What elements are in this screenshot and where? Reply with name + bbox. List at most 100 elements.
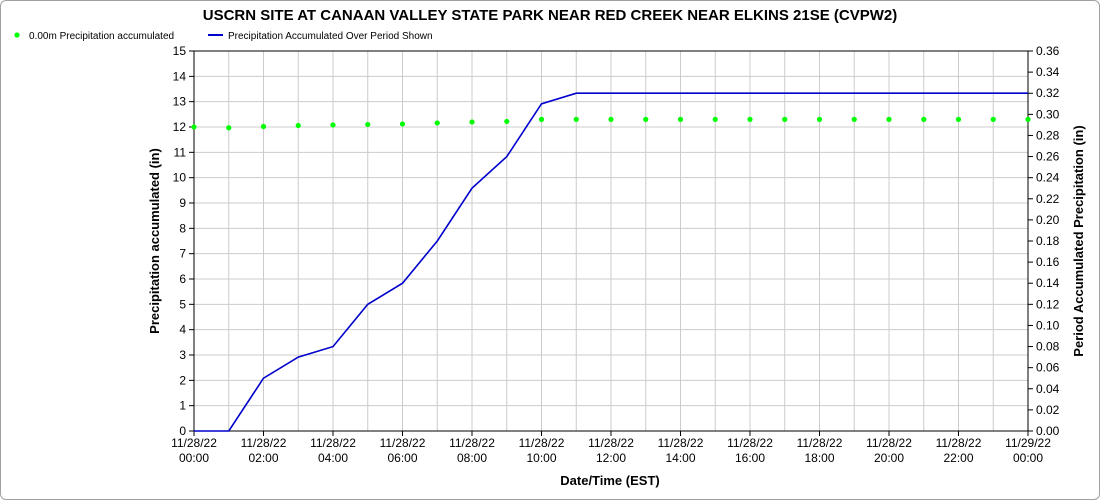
y-right-tick-label: 0.12 bbox=[1036, 297, 1060, 311]
data-point bbox=[816, 116, 823, 122]
y-left-tick-label: 8 bbox=[179, 221, 186, 235]
x-tick-label-time: 22:00 bbox=[943, 451, 973, 465]
y-left-tick-label: 12 bbox=[173, 120, 187, 134]
y-left-tick-label: 0 bbox=[179, 424, 186, 438]
y-left-tick-label: 13 bbox=[173, 95, 187, 109]
y-axis-right-title: Period Accumulated Precipitation (in) bbox=[1071, 125, 1086, 356]
legend-label-accumulated: 0.00m Precipitation accumulated bbox=[29, 31, 174, 42]
y-right-tick-label: 0.06 bbox=[1036, 361, 1060, 375]
legend: 0.00m Precipitation accumulated Precipit… bbox=[14, 31, 433, 42]
x-tick-label-date: 11/28/22 bbox=[797, 436, 843, 450]
x-tick-label-time: 00:00 bbox=[179, 451, 209, 465]
y-left-tick-label: 3 bbox=[179, 348, 186, 362]
y-axis-left-title: Precipitation accumulated (in) bbox=[147, 148, 162, 334]
data-point bbox=[538, 116, 545, 122]
y-right-tick-label: 0.20 bbox=[1036, 213, 1060, 227]
x-tick-label-time: 00:00 bbox=[1013, 451, 1043, 465]
y-left-tick-label: 5 bbox=[179, 297, 186, 311]
data-point bbox=[260, 123, 267, 130]
y-left-tick-label: 1 bbox=[179, 399, 186, 413]
y-right-tick-label: 0.28 bbox=[1036, 128, 1060, 142]
x-tick-label-date: 11/28/22 bbox=[727, 436, 773, 450]
x-tick-label-date: 11/28/22 bbox=[380, 436, 426, 450]
y-left-tick-label: 6 bbox=[179, 272, 186, 286]
data-point bbox=[886, 116, 892, 122]
y-left-tick-label: 7 bbox=[179, 247, 186, 261]
y-right-tick-label: 0.04 bbox=[1036, 382, 1060, 396]
y-right-tick-label: 0.36 bbox=[1036, 44, 1060, 58]
data-point bbox=[469, 119, 475, 125]
y-right-tick-label: 0.24 bbox=[1036, 171, 1060, 185]
data-point bbox=[712, 116, 718, 122]
data-point bbox=[677, 116, 684, 122]
data-point bbox=[365, 121, 371, 128]
legend-marker-accumulated bbox=[14, 32, 20, 38]
x-tick-label-time: 02:00 bbox=[248, 451, 278, 465]
data-point bbox=[191, 124, 197, 130]
y-right-tick-label: 0.34 bbox=[1036, 65, 1060, 79]
x-tick-label-date: 11/28/22 bbox=[449, 436, 495, 450]
x-axis-title: Date/Time (EST) bbox=[560, 473, 659, 488]
y-left-tick-label: 4 bbox=[179, 323, 186, 337]
y-right-tick-label: 0.16 bbox=[1036, 255, 1060, 269]
data-point bbox=[1025, 116, 1031, 122]
x-tick-label-time: 20:00 bbox=[874, 451, 904, 465]
series-precip-accumulated-points bbox=[191, 116, 1031, 131]
y-axis-right-ticks: 0.00 0.02 0.04 0.06 0.08 0.10 0.12 0.14 0.16 0.18… bbox=[1028, 44, 1060, 438]
y-right-tick-label: 0.00 bbox=[1036, 424, 1060, 438]
y-gridlines bbox=[194, 75, 1028, 407]
x-tick-label-time: 10:00 bbox=[526, 451, 556, 465]
x-tick-label-time: 12:00 bbox=[596, 451, 626, 465]
series-period-accumulated-line bbox=[194, 92, 1028, 432]
y-right-tick-label: 0.32 bbox=[1036, 86, 1060, 100]
y-right-tick-label: 0.08 bbox=[1036, 340, 1060, 354]
y-left-tick-label: 9 bbox=[179, 196, 186, 210]
y-left-tick-label: 10 bbox=[173, 171, 187, 185]
y-left-tick-label: 14 bbox=[173, 69, 187, 83]
x-tick-label-time: 16:00 bbox=[735, 451, 765, 465]
x-tick-label-date: 11/28/22 bbox=[171, 436, 217, 450]
data-point bbox=[921, 116, 927, 122]
data-point bbox=[608, 116, 614, 122]
x-tick-label-time: 18:00 bbox=[804, 451, 834, 465]
data-point bbox=[643, 116, 649, 122]
y-left-tick-label: 11 bbox=[174, 145, 187, 159]
y-left-tick-label: 15 bbox=[173, 44, 187, 58]
data-point bbox=[782, 116, 788, 122]
x-tick-label-date: 11/28/22 bbox=[936, 436, 982, 450]
x-tick-label-time: 04:00 bbox=[318, 451, 348, 465]
data-point bbox=[504, 118, 510, 125]
x-tick-label-date: 11/28/22 bbox=[241, 436, 287, 450]
x-tick-label-date: 11/28/22 bbox=[658, 436, 704, 450]
y-right-tick-label: 0.22 bbox=[1036, 192, 1060, 206]
x-tick-label-date: 11/28/22 bbox=[866, 436, 912, 450]
data-point bbox=[226, 125, 232, 131]
x-tick-label-time: 06:00 bbox=[387, 451, 417, 465]
y-right-tick-label: 0.14 bbox=[1036, 276, 1060, 290]
y-right-tick-label: 0.10 bbox=[1036, 318, 1060, 332]
x-tick-label-date: 11/28/22 bbox=[588, 436, 634, 450]
y-right-tick-label: 0.18 bbox=[1036, 234, 1060, 248]
x-tick-label-date: 11/28/22 bbox=[310, 436, 356, 450]
x-gridlines bbox=[228, 51, 994, 431]
data-point bbox=[955, 116, 962, 122]
y-right-tick-label: 0.30 bbox=[1036, 107, 1060, 121]
x-axis-ticks: 11/28/2200:0011/28/2202:0011/28/2204:001… bbox=[171, 431, 1051, 465]
data-point bbox=[851, 116, 857, 122]
data-point bbox=[573, 116, 579, 122]
x-tick-label-date: 11/29/22 bbox=[1005, 436, 1051, 450]
y-left-tick-label: 2 bbox=[179, 373, 186, 387]
data-point bbox=[330, 122, 336, 128]
x-tick-label-date: 11/28/22 bbox=[519, 436, 565, 450]
data-point bbox=[295, 122, 301, 129]
data-point bbox=[747, 116, 753, 122]
data-point bbox=[399, 121, 406, 127]
data-point bbox=[990, 116, 996, 122]
chart-title: USCRN SITE AT CANAAN VALLEY STATE PARK N… bbox=[203, 7, 898, 24]
y-right-tick-label: 0.26 bbox=[1036, 150, 1060, 164]
x-tick-label-time: 08:00 bbox=[457, 451, 487, 465]
x-tick-label-time: 14:00 bbox=[665, 451, 695, 465]
